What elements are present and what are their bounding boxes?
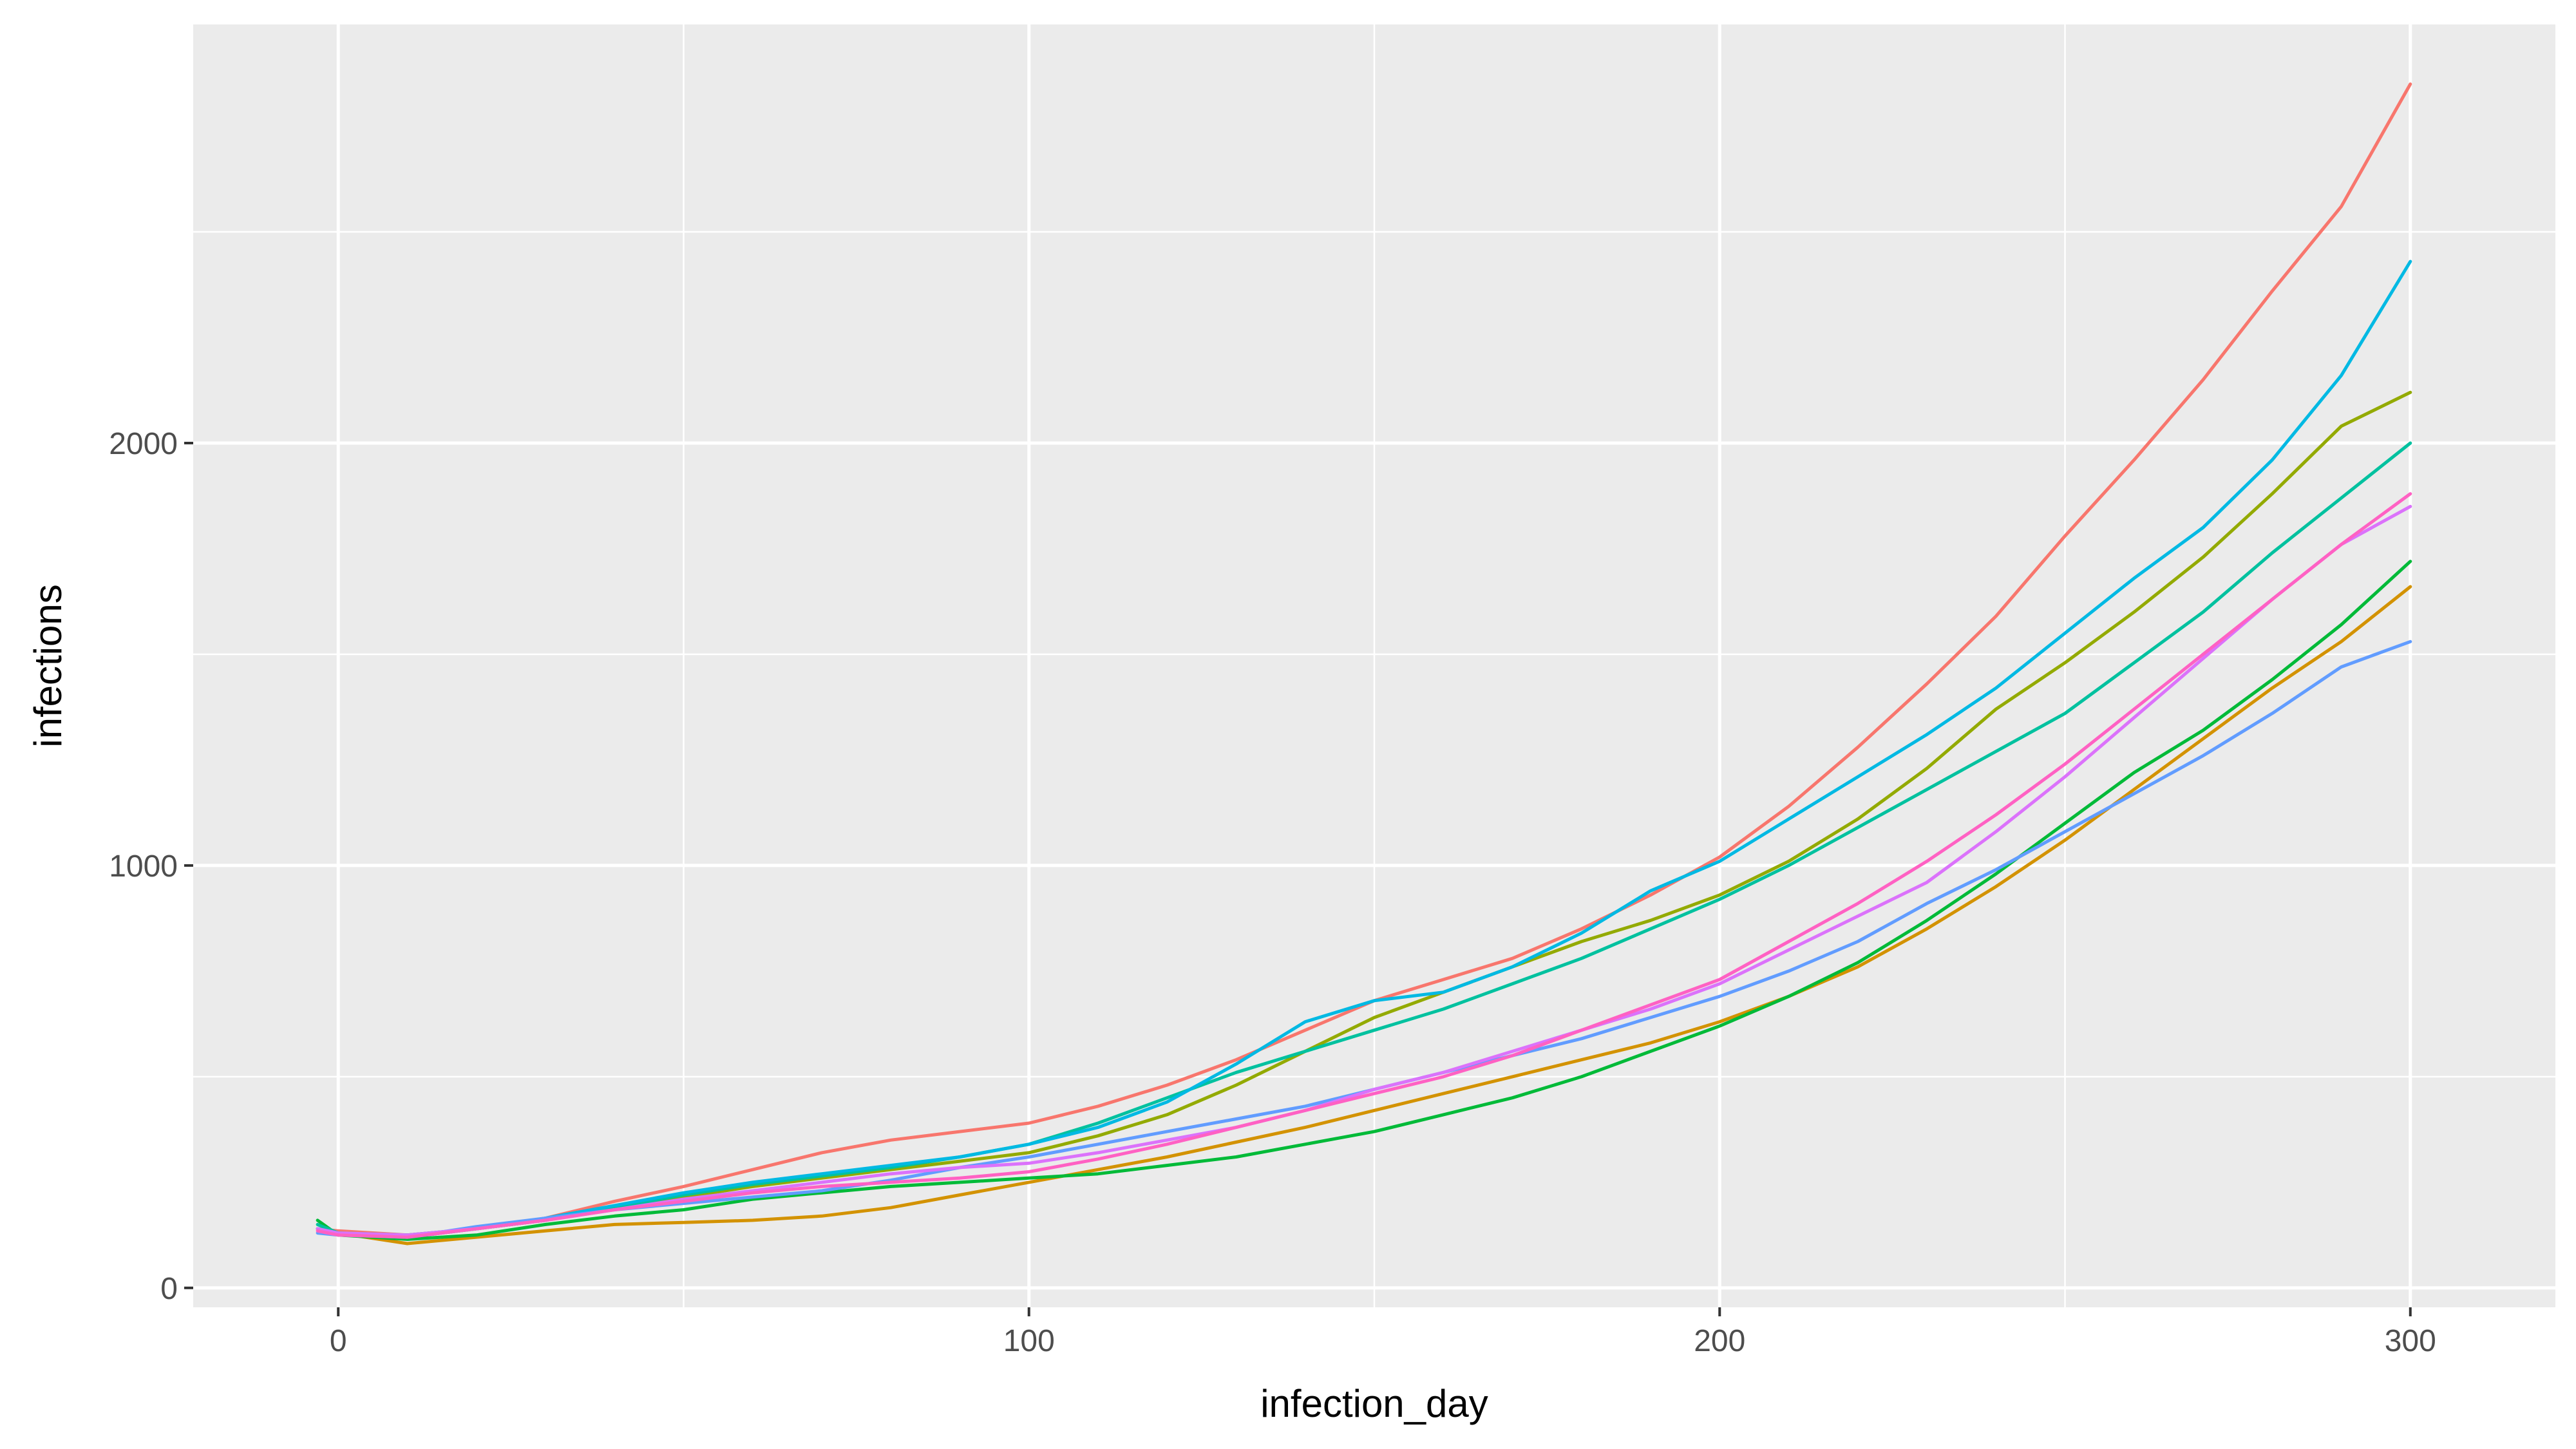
series-line-9 [316, 492, 2412, 1239]
y-tick-label: 1000 [109, 849, 178, 884]
x-tick-label: 100 [1003, 1324, 1055, 1358]
series-line-6 [316, 260, 2412, 1239]
series-line-5 [316, 441, 2412, 1237]
major-grid-lines [193, 24, 2555, 1307]
series-lines [316, 82, 2412, 1245]
x-tick-label: 300 [2385, 1324, 2436, 1358]
x-axis-title: infection_day [1260, 1382, 1488, 1425]
x-tick-label: 200 [1694, 1324, 1745, 1358]
x-axis: 0 100 200 300 [330, 1307, 2436, 1358]
minor-grid-lines [193, 24, 2555, 1307]
series-line-4 [316, 560, 2412, 1241]
series-line-1 [316, 82, 2412, 1237]
y-axis-title: infections [26, 584, 70, 747]
y-axis: 0 1000 2000 [109, 427, 193, 1306]
y-tick-label: 0 [160, 1272, 178, 1306]
x-tick-label: 0 [330, 1324, 347, 1358]
series-line-2 [316, 585, 2412, 1245]
y-tick-label: 2000 [109, 427, 178, 461]
